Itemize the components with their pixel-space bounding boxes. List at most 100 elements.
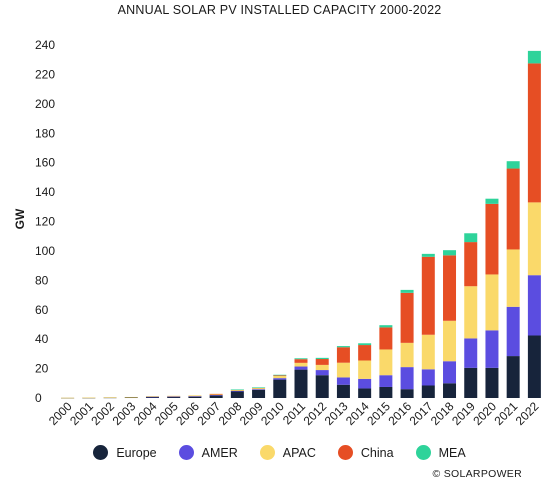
bar-segment-apac-2010 — [273, 375, 287, 379]
bar-segment-amer-2010 — [273, 378, 287, 380]
x-tick-label: 2022 — [513, 399, 542, 428]
bar-segment-apac-2004 — [145, 396, 159, 397]
legend-swatch-china — [337, 445, 353, 460]
x-axis-ticks: 2000200120022003200420052006200720082009… — [46, 399, 542, 428]
y-tick-label: 120 — [35, 215, 55, 229]
bar-segment-apac-2007 — [209, 394, 223, 396]
source-credit: © SOLARPOWER — [432, 468, 522, 480]
legend-label-amer: AMER — [201, 445, 238, 460]
bar-segment-china-2021 — [506, 168, 520, 250]
bar-segment-apac-2006 — [188, 395, 202, 397]
chart-title: ANNUAL SOLAR PV INSTALLED CAPACITY 2000-… — [117, 3, 442, 17]
bar-segment-europe-2009 — [252, 389, 266, 398]
bar-segment-apac-2003 — [124, 396, 138, 398]
bar-segment-amer-2006 — [188, 396, 202, 397]
bar-segment-europe-2018 — [443, 383, 457, 398]
y-tick-label: 20 — [35, 362, 49, 376]
bar-segment-apac-2014 — [358, 360, 372, 379]
bar-segment-amer-2007 — [209, 395, 223, 396]
bar-segment-europe-2005 — [167, 396, 181, 398]
legend-swatch-apac — [259, 445, 275, 460]
bar-segment-amer-2017 — [421, 369, 435, 386]
legend-swatch-europe — [93, 445, 109, 460]
bar-segment-amer-2004 — [145, 396, 159, 398]
bar-segment-apac-2002 — [103, 397, 117, 398]
bar-segment-europe-2020 — [485, 367, 499, 398]
bar-segment-apac-2012 — [315, 364, 329, 371]
bar-segment-apac-2008 — [230, 389, 244, 391]
legend-item-mea: MEA — [415, 445, 466, 460]
y-tick-label: 0 — [35, 391, 42, 405]
bar-segment-apac-2011 — [294, 362, 308, 367]
y-tick-label: 60 — [35, 303, 49, 317]
bar-segment-mea-2015 — [379, 325, 393, 328]
bar-segment-china-2015 — [379, 327, 393, 350]
y-tick-label: 220 — [35, 67, 55, 81]
legend-label-europe: Europe — [116, 445, 157, 460]
legend-item-amer: AMER — [178, 445, 238, 460]
legend-item-europe: Europe — [93, 445, 157, 460]
legend-label-mea: MEA — [438, 445, 466, 460]
bar-segment-mea-2010 — [273, 374, 287, 376]
bar-segment-apac-2009 — [252, 387, 266, 390]
bar-segment-china-2014 — [358, 345, 372, 361]
legend-item-apac: APAC — [259, 445, 316, 460]
bar-segment-europe-2012 — [315, 375, 329, 398]
bar-segment-europe-2003 — [124, 397, 138, 399]
bar-segment-apac-2019 — [464, 286, 478, 339]
bar-segment-mea-2012 — [315, 357, 329, 360]
bar-segment-europe-2016 — [400, 389, 414, 398]
legend-item-china: China — [337, 445, 394, 460]
bar-segment-amer-2016 — [400, 367, 414, 390]
bar-segment-mea-2020 — [485, 198, 499, 204]
bar-segment-apac-2016 — [400, 342, 414, 368]
bar-segment-amer-2009 — [252, 389, 266, 390]
bar-segment-europe-2014 — [358, 388, 372, 398]
bar-segment-europe-2010 — [273, 379, 287, 398]
bar-segment-europe-2022 — [527, 335, 541, 398]
bar-segment-mea-2014 — [358, 343, 372, 346]
bar-segment-china-2013 — [336, 347, 350, 363]
bars — [61, 50, 541, 399]
bar-segment-amer-2018 — [443, 361, 457, 384]
bar-segment-china-2020 — [485, 203, 499, 275]
bar-segment-amer-2020 — [485, 330, 499, 368]
bar-segment-apac-2022 — [527, 202, 541, 276]
bar-segment-europe-2007 — [209, 395, 223, 398]
bar-segment-amer-2022 — [527, 275, 541, 336]
bar-segment-apac-2000 — [61, 397, 75, 399]
legend-swatch-amer — [178, 445, 194, 460]
bar-segment-apac-2013 — [336, 362, 350, 378]
bar-segment-amer-2005 — [167, 396, 181, 398]
y-tick-label: 40 — [35, 332, 49, 346]
bar-segment-china-2016 — [400, 292, 414, 343]
bar-segment-mea-2008 — [230, 389, 244, 391]
bar-segment-apac-2015 — [379, 349, 393, 376]
bar-segment-europe-2004 — [145, 396, 159, 398]
legend-swatch-mea — [415, 445, 431, 460]
legend-label-china: China — [360, 445, 394, 460]
y-tick-label: 240 — [35, 38, 55, 52]
bar-segment-europe-2008 — [230, 391, 244, 398]
bar-segment-mea-2021 — [506, 161, 520, 169]
bar-segment-mea-2011 — [294, 358, 308, 360]
y-tick-label: 160 — [35, 156, 55, 170]
bar-segment-china-2012 — [315, 359, 329, 365]
y-tick-label: 80 — [35, 273, 49, 287]
bar-segment-mea-2018 — [443, 250, 457, 256]
bar-segment-amer-2011 — [294, 366, 308, 370]
legend-label-apac: APAC — [282, 445, 316, 460]
bar-segment-amer-2015 — [379, 375, 393, 387]
bar-segment-china-2019 — [464, 242, 478, 287]
bar-segment-apac-2001 — [82, 397, 96, 399]
bar-segment-apac-2017 — [421, 334, 435, 370]
y-tick-label: 200 — [35, 97, 55, 111]
y-tick-label: 140 — [35, 185, 55, 199]
y-axis-label: GW — [13, 208, 27, 229]
bar-segment-europe-2011 — [294, 369, 308, 398]
bar-segment-amer-2008 — [230, 390, 244, 392]
bar-segment-mea-2016 — [400, 289, 414, 293]
bar-segment-amer-2014 — [358, 378, 372, 389]
y-tick-label: 180 — [35, 126, 55, 140]
